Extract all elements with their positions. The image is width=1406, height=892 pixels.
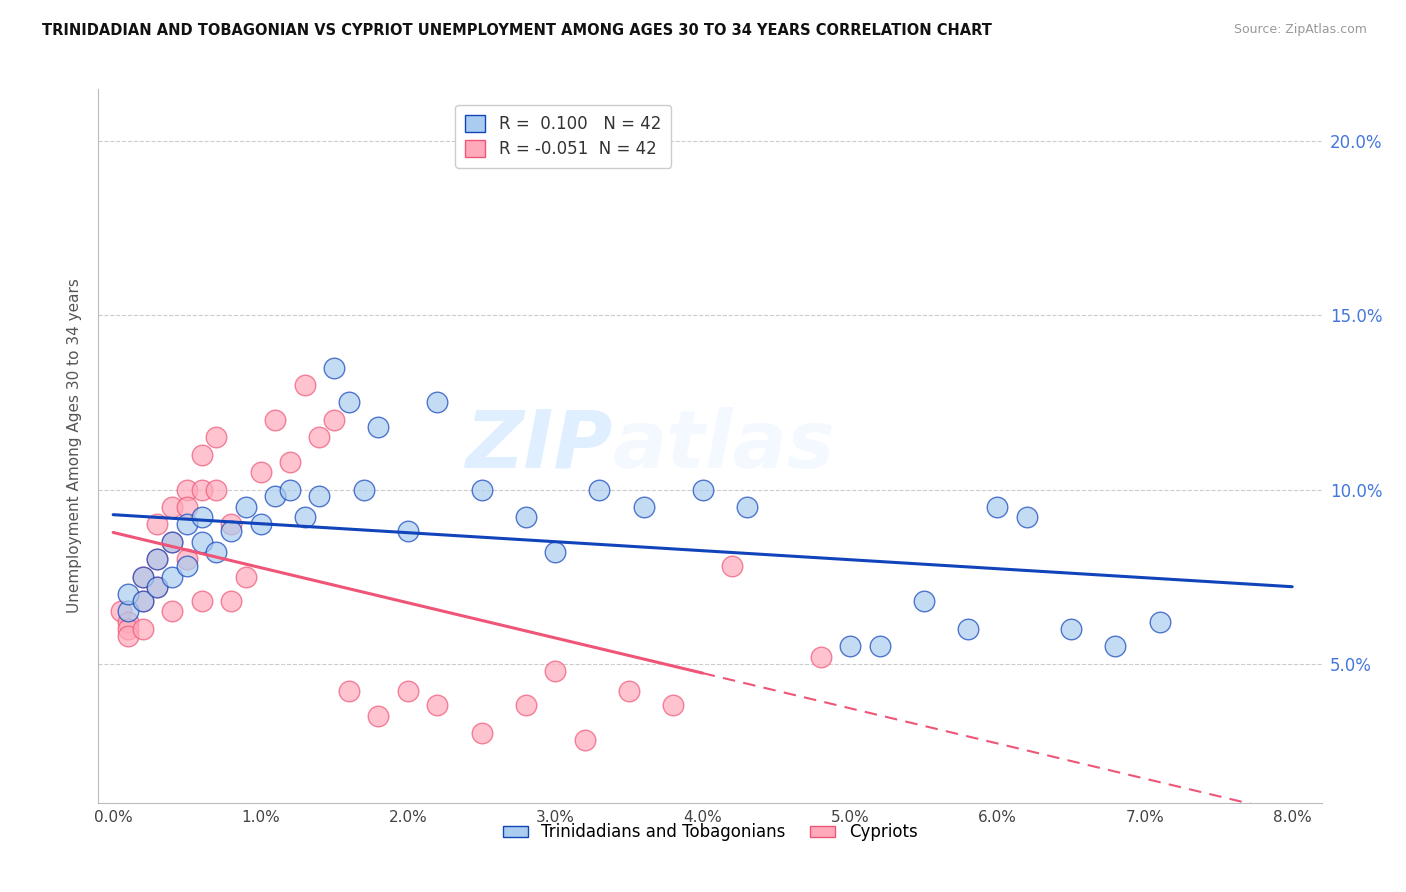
Point (219, 594, 242, 608)
Text: Source: ZipAtlas.com: Source: ZipAtlas.com (1233, 23, 1367, 37)
Point (205, 430, 228, 444)
Point (219, 517, 242, 532)
Point (235, 569, 257, 583)
Point (471, 483, 494, 497)
Text: atlas: atlas (612, 407, 835, 485)
Point (146, 552, 169, 566)
Point (117, 615, 139, 629)
Point (146, 517, 169, 532)
Point (110, 604, 132, 618)
Point (176, 500, 198, 514)
Point (190, 534, 212, 549)
Text: TRINIDADIAN AND TOBAGONIAN VS CYPRIOT UNEMPLOYMENT AMONG AGES 30 TO 34 YEARS COR: TRINIDADIAN AND TOBAGONIAN VS CYPRIOT UN… (42, 23, 993, 38)
Point (810, 649, 832, 664)
Point (1015, 510, 1038, 524)
Point (117, 587, 139, 601)
Point (1104, 639, 1126, 653)
Point (176, 559, 198, 574)
Point (294, 510, 316, 524)
Point (117, 622, 139, 636)
Point (264, 490, 287, 504)
Point (278, 455, 301, 469)
Point (956, 622, 979, 636)
Point (308, 490, 330, 504)
Point (588, 483, 610, 497)
Point (721, 559, 744, 574)
Point (190, 483, 212, 497)
Point (146, 580, 169, 594)
Point (160, 534, 183, 549)
Point (160, 569, 183, 583)
Point (662, 698, 685, 713)
Point (735, 500, 758, 514)
Point (176, 517, 198, 532)
Point (190, 448, 212, 462)
Point (912, 594, 935, 608)
Point (160, 534, 183, 549)
Point (1149, 615, 1171, 629)
Point (633, 500, 655, 514)
Point (323, 413, 346, 427)
Point (131, 594, 153, 608)
Point (146, 580, 169, 594)
Point (278, 483, 301, 497)
Point (353, 483, 375, 497)
Point (117, 629, 139, 643)
Point (323, 360, 346, 375)
Point (337, 684, 360, 698)
Point (235, 500, 257, 514)
Point (471, 726, 494, 740)
Point (176, 483, 198, 497)
Point (190, 594, 212, 608)
Point (692, 483, 714, 497)
Point (426, 698, 449, 713)
Legend: Trinidadians and Tobagonians, Cypriots: Trinidadians and Tobagonians, Cypriots (496, 817, 924, 848)
Point (219, 524, 242, 539)
Point (146, 552, 169, 566)
Point (544, 545, 567, 559)
Point (515, 698, 537, 713)
Point (249, 517, 271, 532)
Point (367, 420, 389, 434)
Point (131, 569, 153, 583)
Point (131, 569, 153, 583)
Point (574, 733, 596, 747)
Point (396, 524, 419, 539)
Point (117, 604, 139, 618)
Point (160, 604, 183, 618)
Point (396, 684, 419, 698)
Point (176, 552, 198, 566)
Point (308, 430, 330, 444)
Point (294, 378, 316, 392)
Point (205, 545, 228, 559)
Point (160, 500, 183, 514)
Point (190, 510, 212, 524)
Point (426, 395, 449, 409)
Point (544, 664, 567, 678)
Point (515, 510, 537, 524)
Point (869, 639, 891, 653)
Point (264, 413, 287, 427)
Point (249, 465, 271, 479)
Text: ZIP: ZIP (465, 407, 612, 485)
Point (986, 500, 1008, 514)
Point (839, 639, 862, 653)
Point (131, 594, 153, 608)
Point (131, 622, 153, 636)
Point (337, 395, 360, 409)
Point (367, 708, 389, 723)
Point (1060, 622, 1083, 636)
Y-axis label: Unemployment Among Ages 30 to 34 years: Unemployment Among Ages 30 to 34 years (67, 278, 83, 614)
Point (617, 684, 640, 698)
Point (205, 483, 228, 497)
